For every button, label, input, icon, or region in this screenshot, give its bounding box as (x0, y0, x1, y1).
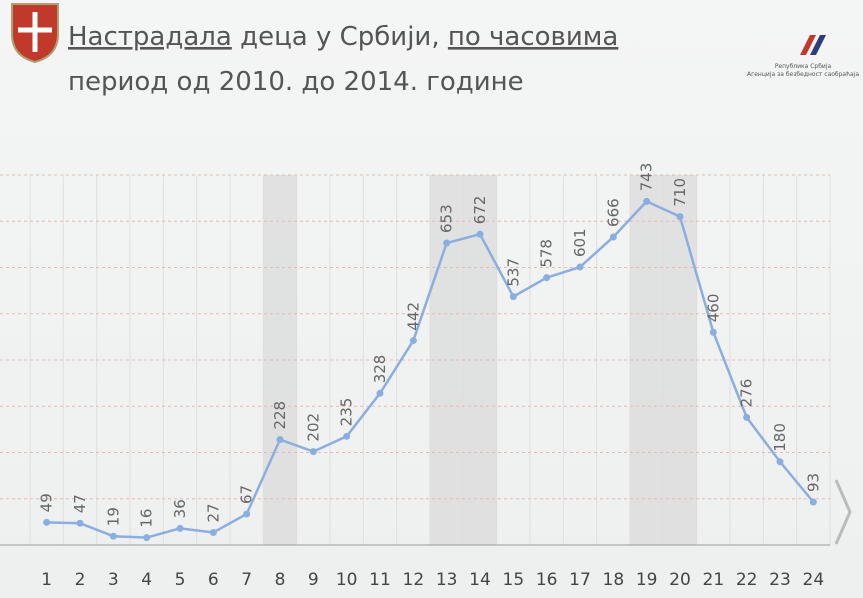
x-tick-label: 11 (369, 570, 391, 590)
data-point (76, 519, 84, 527)
value-label: 666 (604, 198, 622, 227)
value-label: 328 (371, 355, 389, 384)
value-label: 460 (704, 294, 722, 323)
value-label: 36 (171, 499, 189, 518)
x-tick-label: 16 (536, 570, 558, 590)
highlight-band (630, 175, 664, 545)
data-point (343, 432, 351, 440)
value-label: 228 (271, 401, 289, 430)
data-point (243, 510, 251, 518)
data-point (276, 436, 284, 444)
value-label: 49 (38, 493, 56, 512)
data-point (609, 233, 617, 241)
value-label: 67 (238, 485, 256, 504)
data-point (176, 524, 184, 532)
x-tick-label: 19 (636, 570, 658, 590)
x-tick-label: 18 (603, 570, 625, 590)
x-tick-label: 21 (703, 570, 725, 590)
emblem (11, 3, 59, 64)
value-label: 47 (71, 494, 89, 513)
x-tick-label: 10 (336, 570, 358, 590)
value-label: 442 (404, 302, 422, 331)
data-point (309, 448, 317, 456)
x-tick-label: 12 (403, 570, 425, 590)
data-point (43, 518, 51, 526)
value-label: 537 (504, 258, 522, 287)
value-label: 578 (538, 239, 556, 268)
title-part: деца у Србији, (232, 22, 448, 52)
x-tick-label: 2 (75, 570, 86, 590)
data-point (409, 337, 417, 345)
data-point (676, 213, 684, 221)
x-tick-label: 23 (769, 570, 791, 590)
data-point (209, 529, 217, 537)
value-label: 19 (104, 507, 122, 526)
x-tick-label: 1 (41, 570, 52, 590)
data-point (509, 293, 517, 301)
value-label: 202 (304, 413, 322, 442)
value-label: 180 (771, 423, 789, 452)
x-tick-label: 9 (308, 570, 319, 590)
x-tick-label: 5 (175, 570, 186, 590)
logo-line: Република Србија (775, 63, 832, 70)
data-line (46, 199, 815, 539)
data-point (143, 534, 151, 542)
x-tick-label: 22 (736, 570, 758, 590)
x-tick-label: 15 (503, 570, 525, 590)
data-point (743, 413, 751, 421)
x-tick-label: 4 (141, 570, 152, 590)
logo-line: Агенција за безбедност саобраћаја (747, 71, 859, 78)
value-label: 93 (804, 473, 822, 492)
x-tick-label: 3 (108, 570, 119, 590)
x-tick-label: 8 (275, 570, 286, 590)
data-point (109, 532, 117, 540)
data-point (709, 328, 717, 336)
data-point (376, 389, 384, 397)
data-point (776, 458, 784, 466)
x-tick-label: 24 (803, 570, 825, 590)
highlight-band (263, 175, 297, 545)
next-arrow[interactable] (834, 479, 852, 545)
value-label: 743 (638, 163, 656, 192)
x-tick-label: 17 (569, 570, 591, 590)
value-label: 653 (438, 204, 456, 233)
data-point (643, 197, 651, 205)
x-tick-label: 14 (469, 570, 491, 590)
title-part: Настрадала (68, 22, 232, 52)
chart-subtitle: период од 2010. до 2014. године (68, 67, 524, 97)
value-label: 16 (138, 509, 156, 528)
chart-title: Настрадала деца у Србији, по часовима (68, 22, 618, 52)
value-label: 601 (571, 228, 589, 257)
x-tick-label: 13 (436, 570, 458, 590)
value-label: 276 (738, 379, 756, 408)
value-label: 672 (471, 196, 489, 225)
value-label: 235 (338, 398, 356, 427)
value-label: 710 (671, 178, 689, 207)
data-point (543, 274, 551, 282)
data-point (576, 263, 584, 271)
value-label: 27 (204, 503, 222, 522)
x-tick-label: 6 (208, 570, 219, 590)
data-point (809, 498, 817, 506)
title-part: по часовима (448, 22, 618, 52)
data-point (443, 239, 451, 247)
x-tick-label: 7 (241, 570, 252, 590)
data-point (476, 230, 484, 238)
x-tick-label: 20 (669, 570, 691, 590)
agency-logo: Република Србија Агенција за безбедност … (747, 35, 859, 78)
